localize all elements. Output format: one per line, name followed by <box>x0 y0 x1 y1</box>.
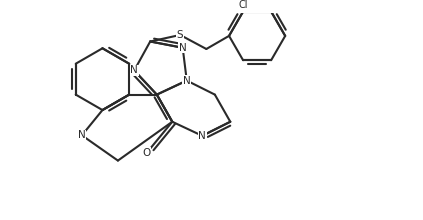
Text: N: N <box>179 43 187 53</box>
Text: Cl: Cl <box>238 0 248 10</box>
Text: N: N <box>183 76 191 86</box>
Text: N: N <box>198 131 206 141</box>
Text: S: S <box>177 30 184 40</box>
Text: N: N <box>130 66 138 75</box>
Text: O: O <box>142 148 150 158</box>
Text: N: N <box>78 130 86 140</box>
